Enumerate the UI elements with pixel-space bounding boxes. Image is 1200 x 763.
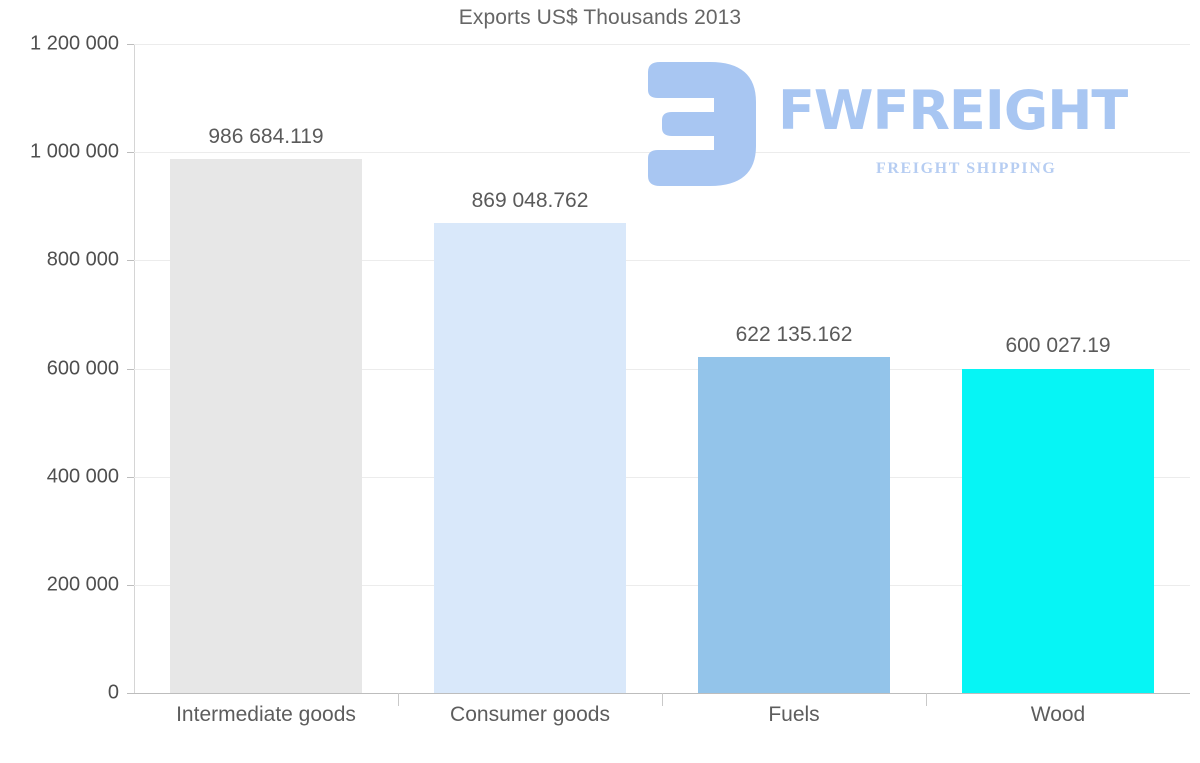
y-axis-tick-label: 1 200 000: [30, 32, 119, 55]
y-axis-tick: [127, 693, 134, 694]
y-axis-tick-label: 400 000: [46, 465, 119, 488]
x-axis-category-label: Consumer goods: [450, 703, 610, 726]
y-axis-tick: [127, 152, 134, 154]
bar-value-label: 600 027.19: [1005, 334, 1111, 358]
x-axis-category-separator: [662, 693, 663, 706]
y-axis-tick-label: 0: [107, 681, 119, 704]
gridline: [134, 44, 1190, 45]
y-axis-tick: [127, 44, 134, 45]
gridline: [134, 152, 1190, 154]
x-axis-category-label: Intermediate goods: [176, 703, 356, 726]
bar-fuels[interactable]: [698, 356, 890, 693]
x-axis-category-separator: [926, 693, 927, 706]
bar-value-label: 622 135.162: [735, 322, 853, 346]
y-axis-tick-label: 600 000: [46, 357, 119, 379]
plot-area: [127, 44, 1190, 694]
bar-value-label: 986 684.119: [208, 125, 324, 149]
x-axis-category-label: Fuels: [768, 703, 820, 726]
gridline: [134, 260, 1190, 262]
bar-wood[interactable]: [962, 368, 1154, 693]
y-axis-tick: [127, 584, 134, 586]
x-axis-category-label: Wood: [1030, 703, 1086, 726]
y-axis-tick: [127, 260, 134, 262]
bar-consumer-goods[interactable]: [434, 223, 626, 693]
y-axis-tick-label: 200 000: [46, 573, 119, 596]
gridline: [134, 584, 1190, 586]
gridline: [134, 476, 1190, 478]
x-axis-category-separator: [398, 693, 399, 706]
y-axis-tick-label: 800 000: [46, 248, 119, 271]
y-axis-tick-label: 1 000 000: [30, 140, 119, 163]
y-axis-tick: [127, 368, 134, 370]
bar-intermediate-goods[interactable]: [170, 159, 362, 693]
y-axis-tick: [127, 476, 134, 478]
bar-value-label: 869 048.762: [471, 188, 589, 212]
gridline: [134, 368, 1190, 370]
chart-title: Exports US$ Thousands 2013: [458, 6, 742, 29]
